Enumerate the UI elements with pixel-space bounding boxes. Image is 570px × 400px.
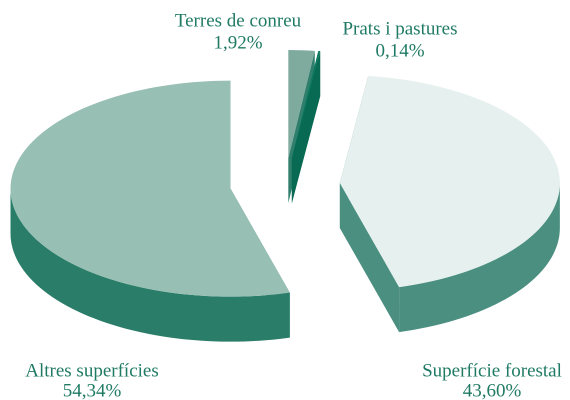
slice bbox=[339, 75, 560, 288]
slice-side bbox=[339, 183, 400, 333]
slice-value-label: 0,14% bbox=[375, 40, 424, 61]
slice-wall bbox=[10, 188, 290, 342]
slice-label: Superfície forestal bbox=[422, 360, 562, 381]
slice-label: Terres de conreu bbox=[175, 10, 302, 31]
slice-label: Prats i pastures bbox=[342, 18, 457, 39]
slice-label: Altres superfícies bbox=[25, 360, 158, 381]
slice bbox=[10, 80, 290, 297]
slice-value-label: 1,92% bbox=[213, 32, 262, 53]
slice bbox=[291, 51, 321, 159]
pie bbox=[10, 50, 560, 342]
slice-value-label: 54,34% bbox=[63, 380, 122, 400]
slice-side bbox=[291, 51, 321, 204]
slice-wall bbox=[399, 183, 560, 333]
slice-value-label: 43,60% bbox=[463, 380, 522, 400]
slice bbox=[288, 50, 315, 159]
